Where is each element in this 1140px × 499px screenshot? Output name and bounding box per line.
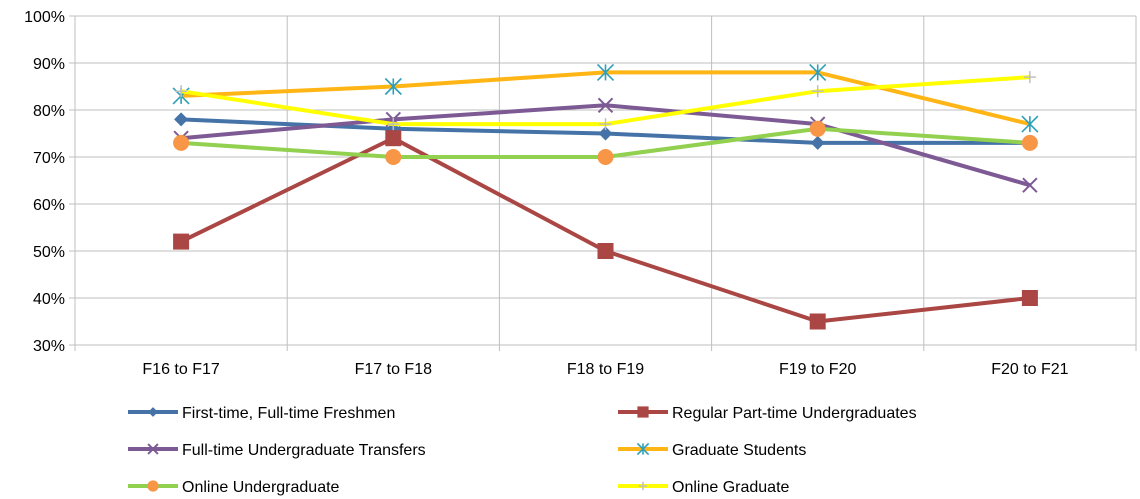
diamond-marker [598, 126, 613, 141]
x-marker [597, 97, 614, 114]
star-marker [596, 63, 615, 81]
series-5 [173, 120, 1038, 165]
plus-marker [387, 118, 400, 131]
series-3 [173, 97, 1038, 193]
circle-marker [385, 149, 402, 165]
plus-marker [1023, 71, 1036, 84]
square-marker [597, 243, 614, 259]
legend-label: Graduate Students [672, 442, 806, 459]
legend-item: Regular Part-time Undergraduates [618, 405, 917, 422]
star-marker [636, 442, 650, 456]
gridlines [69, 15, 1137, 351]
plus-marker [175, 85, 188, 98]
legend-item: Graduate Students [618, 442, 806, 459]
x-tick-label: F19 to F20 [779, 361, 856, 378]
plus-marker [599, 118, 612, 131]
legend: First-time, Full-time Freshmen Regular Pa… [128, 405, 917, 496]
legend-label: Online Graduate [672, 479, 790, 496]
diamond-marker [810, 135, 825, 150]
x-tick-label: F17 to F18 [355, 361, 432, 378]
legend-item: Full-time Undergraduate Transfers [128, 442, 426, 459]
legend-label: Full-time Undergraduate Transfers [182, 442, 426, 459]
diamond-marker [174, 112, 189, 127]
legend-item: First-time, Full-time Freshmen [128, 405, 395, 422]
star-marker [809, 63, 827, 81]
y-tick-label: 90% [33, 56, 65, 73]
circle-marker [173, 134, 190, 151]
circle-marker [147, 480, 159, 492]
x-tick-label: F18 to F19 [567, 361, 644, 378]
square-marker [809, 313, 826, 330]
x-marker [1022, 177, 1038, 193]
square-marker [173, 233, 190, 250]
series-1 [174, 112, 1037, 150]
y-tick-label: 60% [33, 197, 65, 214]
square-marker [1021, 290, 1038, 306]
legend-label: Regular Part-time Undergraduates [672, 405, 917, 422]
series-line [180, 75, 1031, 127]
series-line [180, 103, 1031, 188]
plus-marker [638, 481, 648, 491]
x-marker [147, 443, 159, 455]
y-tick-label: 100% [24, 9, 65, 26]
legend-label: First-time, Full-time Freshmen [182, 405, 395, 422]
x-tick-label: F16 to F17 [142, 361, 219, 378]
legend-item: Online Undergraduate [128, 479, 340, 496]
series-layer [172, 63, 1039, 330]
circle-marker [1021, 134, 1038, 151]
circle-marker [809, 120, 826, 137]
series-2 [173, 130, 1038, 330]
legend-label: Online Undergraduate [182, 479, 340, 496]
square-marker [637, 406, 649, 418]
diamond-marker [148, 407, 158, 417]
star-marker [384, 77, 402, 96]
y-tick-label: 80% [33, 103, 65, 120]
square-marker [385, 130, 402, 147]
y-tick-label: 30% [33, 338, 65, 355]
y-axis-tick-labels: 30% 40% 50% 60% 70% 80% 90% 100% [24, 9, 65, 355]
y-tick-label: 40% [33, 291, 65, 308]
star-marker [1021, 115, 1039, 133]
y-tick-label: 70% [33, 150, 65, 167]
x-tick-label: F20 to F21 [991, 361, 1068, 378]
plus-marker [811, 85, 824, 98]
x-axis-tick-labels: F16 to F17 F17 to F18 F18 to F19 F19 to F20… [142, 361, 1068, 378]
y-tick-label: 50% [33, 244, 65, 261]
circle-marker [597, 149, 614, 165]
series-6 [175, 71, 1036, 131]
series-line [180, 136, 1031, 324]
legend-item: Online Graduate [618, 479, 790, 496]
